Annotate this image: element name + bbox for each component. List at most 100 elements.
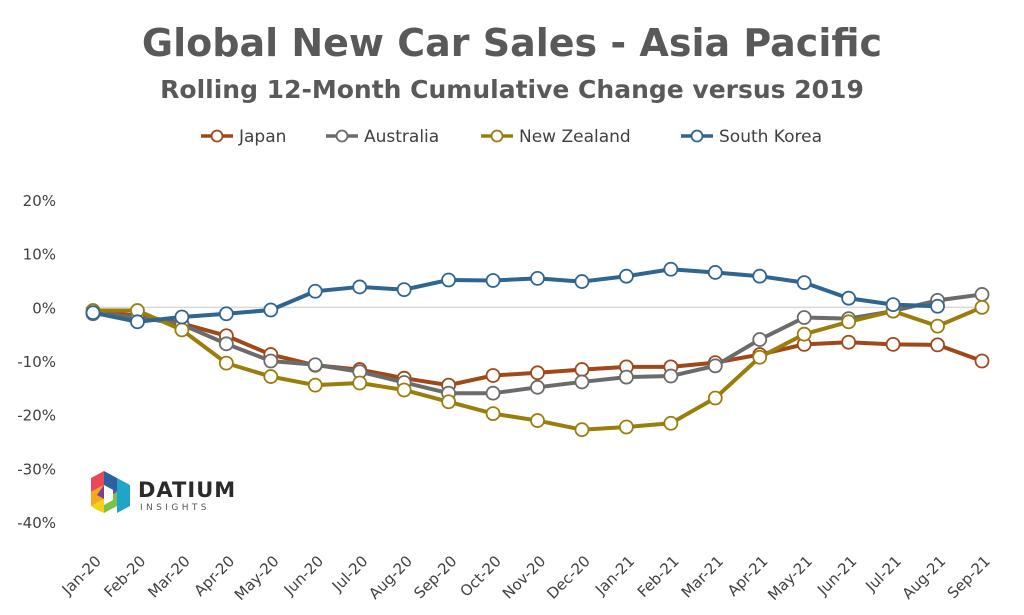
data-point-south-korea — [352, 279, 368, 295]
x-tick-label: Jan-21 — [591, 552, 638, 599]
data-point-south-korea — [396, 282, 412, 298]
x-tick-label: May-21 — [764, 552, 816, 604]
data-point-south-korea — [885, 297, 901, 313]
data-point-south-korea — [796, 275, 812, 291]
x-tick-label: Jan-20 — [58, 552, 105, 599]
data-point-australia — [619, 369, 634, 385]
data-point-south-korea — [130, 314, 145, 330]
x-tick-label: Mar-20 — [144, 552, 193, 601]
legend-item-japan: Japan — [201, 127, 286, 147]
data-point-south-korea — [485, 273, 501, 288]
x-tick-label: Dec-20 — [543, 552, 594, 603]
y-tick-label: -40% — [17, 514, 56, 532]
data-point-japan — [974, 353, 990, 369]
data-point-australia — [218, 336, 234, 352]
data-point-new-zealand — [619, 419, 634, 435]
legend-marker — [335, 129, 349, 143]
data-point-south-korea — [174, 309, 190, 325]
x-tick-label: Feb-20 — [100, 552, 149, 601]
series-new-zealand — [85, 299, 990, 438]
data-point-new-zealand — [530, 413, 545, 428]
series-layer — [85, 261, 990, 438]
data-point-new-zealand — [307, 377, 323, 393]
x-tick-label: Aug-21 — [899, 552, 950, 603]
data-point-australia — [707, 358, 723, 374]
x-tick-label: Oct-20 — [456, 552, 504, 600]
data-point-new-zealand — [796, 326, 812, 342]
data-point-new-zealand — [707, 390, 723, 406]
data-point-australia — [485, 385, 501, 401]
data-point-australia — [752, 332, 768, 347]
legend-marker — [690, 129, 704, 143]
data-point-australia — [530, 379, 545, 395]
legend-marker — [210, 129, 224, 143]
x-tick-label: Sep-20 — [410, 552, 460, 602]
logo-tagline: INSIGHTS — [140, 503, 210, 513]
x-tick-label: Jun-20 — [280, 552, 327, 599]
data-point-new-zealand — [574, 422, 590, 438]
datium-logo: DATIUM INSIGHTS — [91, 471, 236, 513]
y-tick-label: -30% — [17, 460, 56, 478]
data-point-south-korea — [218, 306, 234, 322]
data-point-australia — [307, 357, 323, 373]
series-line-south-korea — [91, 267, 940, 324]
data-point-south-korea — [574, 274, 590, 289]
y-tick-label: 20% — [23, 192, 56, 210]
y-tick-label: -10% — [17, 353, 56, 371]
chart-subtitle: Rolling 12-Month Cumulative Change versu… — [160, 75, 864, 104]
x-tick-label: May-20 — [231, 552, 283, 604]
data-point-australia — [574, 374, 590, 390]
x-tick-label: Sep-21 — [944, 552, 994, 602]
data-point-south-korea — [707, 265, 723, 280]
legend: Japan Australia New Zealand South Korea — [201, 127, 822, 147]
y-axis: 20% 10% 0% -10% -20% -30% -40% — [17, 192, 56, 532]
datium-logo-icon — [91, 471, 130, 513]
data-point-south-korea — [307, 283, 323, 299]
x-tick-label: Jun-21 — [813, 552, 860, 599]
data-point-japan — [530, 365, 545, 381]
data-point-new-zealand — [352, 375, 368, 391]
legend-marker — [490, 129, 504, 143]
data-point-new-zealand — [218, 355, 234, 371]
data-point-south-korea — [841, 290, 857, 306]
data-point-new-zealand — [841, 314, 857, 330]
data-point-new-zealand — [974, 299, 990, 315]
data-point-new-zealand — [263, 369, 279, 384]
data-point-australia — [796, 310, 812, 325]
data-point-south-korea — [263, 302, 279, 318]
y-tick-label: 0% — [32, 299, 56, 317]
data-point-new-zealand — [663, 415, 679, 431]
data-point-south-korea — [619, 268, 634, 284]
data-point-australia — [263, 353, 279, 369]
chart-title: Global New Car Sales - Asia Pacific — [142, 21, 882, 65]
data-point-new-zealand — [441, 394, 457, 410]
legend-item-australia: Australia — [326, 127, 439, 147]
legend-label: South Korea — [719, 127, 822, 147]
data-point-south-korea — [85, 305, 101, 321]
data-point-south-korea — [441, 272, 457, 288]
data-point-japan — [574, 362, 590, 377]
data-point-australia — [663, 368, 679, 384]
data-point-australia — [974, 287, 990, 302]
data-point-new-zealand — [174, 322, 190, 338]
legend-item-south-korea: South Korea — [681, 127, 822, 147]
x-tick-label: Nov-20 — [499, 552, 549, 602]
x-tick-label: Aug-20 — [365, 552, 416, 603]
data-point-south-korea — [663, 261, 679, 277]
x-tick-label: Mar-21 — [678, 552, 727, 601]
data-point-south-korea — [930, 298, 945, 314]
legend-label: Australia — [364, 127, 439, 147]
legend-label: New Zealand — [519, 127, 631, 147]
x-tick-label: Feb-21 — [634, 552, 683, 601]
y-tick-label: -20% — [17, 407, 56, 425]
series-south-korea — [85, 261, 945, 330]
data-point-new-zealand — [752, 349, 768, 365]
legend-label: Japan — [238, 127, 286, 147]
data-point-japan — [885, 336, 901, 352]
legend-item-new-zealand: New Zealand — [481, 127, 631, 147]
data-point-new-zealand — [396, 382, 412, 398]
logo-name: DATIUM — [138, 478, 236, 502]
data-point-japan — [841, 334, 857, 350]
